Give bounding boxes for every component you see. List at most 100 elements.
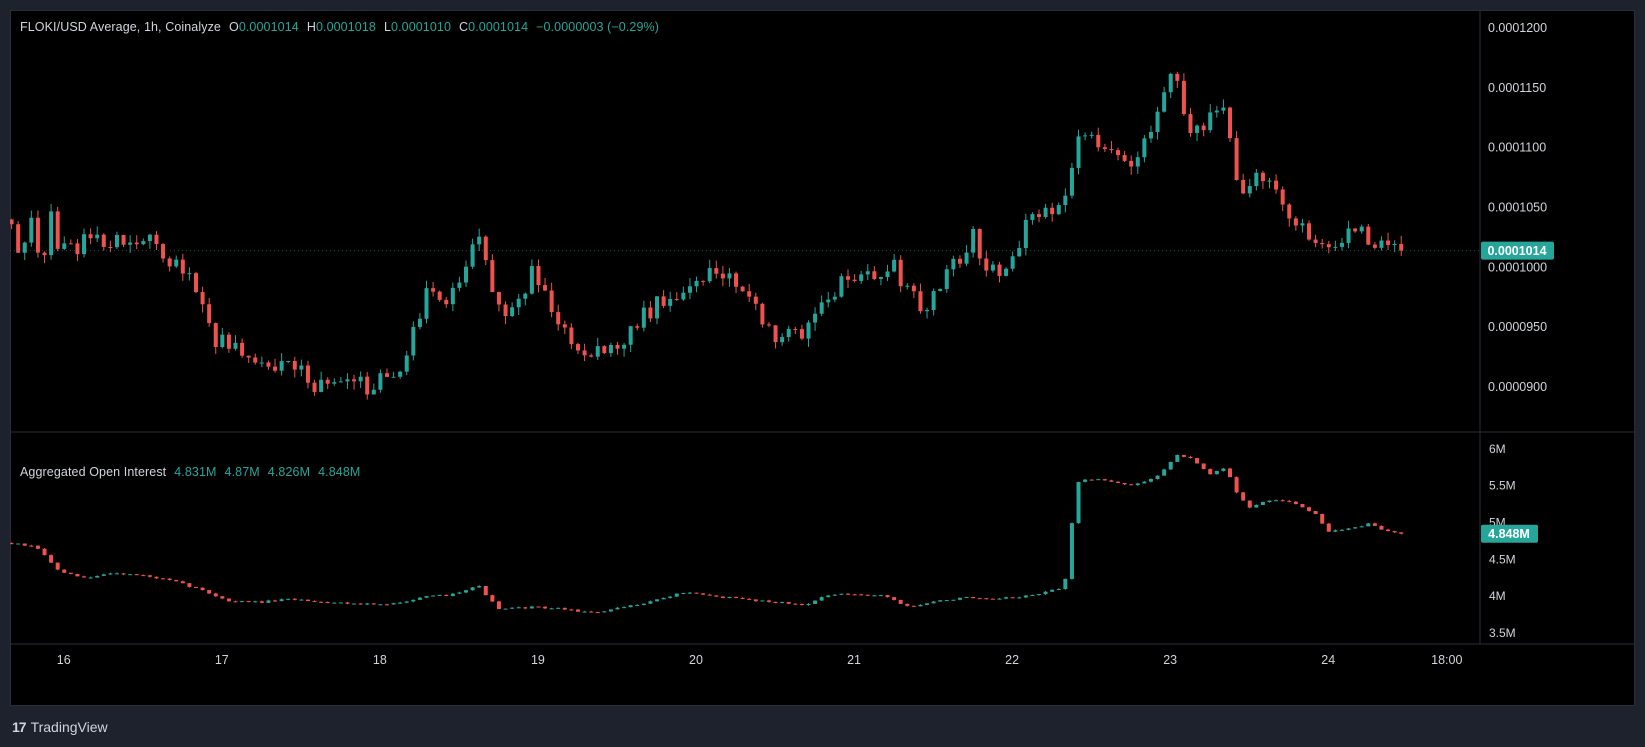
price-candle-body xyxy=(1300,223,1305,226)
oi-candle-body xyxy=(1050,589,1055,592)
price-candle-body xyxy=(1010,256,1015,269)
price-candle-body xyxy=(1313,239,1318,244)
chart-frame[interactable] xyxy=(10,10,1635,706)
price-candle-body xyxy=(207,304,212,324)
price-candle-body xyxy=(589,355,594,357)
tradingview-logo[interactable]: 17 TradingView xyxy=(12,719,108,735)
price-candle-body xyxy=(503,304,508,317)
price-candle-body xyxy=(305,365,310,383)
price-candle-body xyxy=(747,291,752,297)
oi-candle-body xyxy=(523,607,528,609)
open-interest-title[interactable]: Aggregated Open Interest xyxy=(20,465,167,479)
last-oi-label: 4.848M xyxy=(1488,527,1530,541)
price-candle-body xyxy=(16,224,21,253)
price-candle-body xyxy=(1386,240,1391,245)
oi-candle-body xyxy=(786,601,791,604)
chart-canvas[interactable]: 0.0001200 0.0001150 0.0001100 0.0001050 0.00… xyxy=(10,10,1635,706)
oi-candle-body xyxy=(42,548,47,556)
oi-candle-body xyxy=(1069,523,1074,579)
price-candle-body xyxy=(562,324,567,328)
price-candle-body xyxy=(516,298,521,308)
price-candle-body xyxy=(938,289,943,292)
gridlines xyxy=(10,10,1635,645)
price-candle-body xyxy=(1208,112,1213,131)
oi-candle-body xyxy=(378,604,383,606)
price-candle-body xyxy=(957,258,962,264)
oi-candle-body xyxy=(668,596,673,598)
price-candle-body xyxy=(55,211,60,249)
price-candle-body xyxy=(1037,214,1041,217)
oi-candle-body xyxy=(253,601,258,603)
price-candle-body xyxy=(384,373,389,377)
price-candle-body xyxy=(595,346,600,357)
price-legend: FLOKI/USD Average, 1h, Coinalyze O0.00010… xyxy=(20,20,659,34)
price-candle-body xyxy=(1307,223,1312,240)
time-axis-tick-label: 18 xyxy=(373,653,387,667)
oi-candle-body xyxy=(1116,481,1121,483)
oi-candle-body xyxy=(1168,461,1173,470)
oi-candle-body xyxy=(10,543,14,545)
price-candle-body xyxy=(1063,195,1068,206)
oi-candle-body xyxy=(503,608,508,610)
open-interest-legend: Aggregated Open Interest 4.831M 4.87M 4.826… xyxy=(20,465,360,479)
price-candle-body xyxy=(299,365,304,370)
oi-candle-body xyxy=(154,576,159,579)
oi-candle-body xyxy=(589,611,594,613)
price-candle-body xyxy=(1254,172,1259,187)
oi-candle-body xyxy=(701,593,706,595)
price-candle-body xyxy=(352,379,357,382)
price-candle-body xyxy=(273,366,278,371)
price-candle-body xyxy=(1339,242,1344,247)
price-candle-body xyxy=(1234,138,1239,181)
oi-candle-body xyxy=(398,602,403,604)
price-candle-body xyxy=(10,219,14,225)
price-axis-tick-label: 0.0000900 xyxy=(1488,380,1547,394)
price-candle-body xyxy=(1214,110,1219,113)
oi-candle-body xyxy=(1076,481,1081,524)
symbol-label[interactable]: FLOKI/USD Average, 1h, Coinalyze xyxy=(20,20,221,34)
axes: 0.0001200 0.0001150 0.0001100 0.0001050 0.00… xyxy=(10,21,1554,667)
oi-candle-body xyxy=(29,545,34,547)
price-candle-body xyxy=(470,244,475,267)
price-candle-body xyxy=(661,296,666,306)
price-candle-body xyxy=(1274,180,1279,190)
oi-candle-body xyxy=(62,569,67,573)
time-axis-tick-label: 18:00 xyxy=(1431,653,1462,667)
price-candle-body xyxy=(483,236,488,261)
oi-candle-body xyxy=(496,601,501,610)
oi-candle-body xyxy=(417,597,422,600)
price-candle-body xyxy=(134,242,139,245)
price-candle-body xyxy=(839,276,844,297)
price-candle-body xyxy=(378,373,383,390)
oi-candle-body xyxy=(358,603,363,605)
price-candle-body xyxy=(1135,157,1140,167)
open-interest-candles xyxy=(10,454,1404,614)
price-candle-body xyxy=(1399,243,1404,251)
oi-candle-body xyxy=(1359,526,1364,528)
oi-candle-body xyxy=(1227,468,1232,478)
price-candle-body xyxy=(944,269,949,290)
oi-candle-body xyxy=(1333,530,1338,532)
price-candle-body xyxy=(918,291,923,312)
oi-candle-body xyxy=(134,574,139,576)
price-candle-body xyxy=(1372,244,1377,248)
price-candle-body xyxy=(95,234,100,239)
price-candle-body xyxy=(1043,207,1048,217)
price-candle-body xyxy=(266,362,271,367)
price-candle-body xyxy=(358,376,363,382)
price-candle-body xyxy=(773,325,778,343)
oi-candle-body xyxy=(549,608,554,610)
price-candle-body xyxy=(1076,136,1081,168)
oi-candle-body xyxy=(161,578,166,580)
oi-candle-body xyxy=(1004,597,1009,599)
price-candle-body xyxy=(187,273,192,275)
price-candle-body xyxy=(147,234,152,242)
price-candle-body xyxy=(549,290,554,313)
price-candle-body xyxy=(641,307,646,328)
price-candle-body xyxy=(865,271,870,275)
price-candle-body xyxy=(846,276,851,280)
price-candle-body xyxy=(213,323,218,347)
price-candle-body xyxy=(411,326,416,356)
oi-candle-body xyxy=(1109,480,1114,482)
oi-candle-body xyxy=(911,605,916,607)
